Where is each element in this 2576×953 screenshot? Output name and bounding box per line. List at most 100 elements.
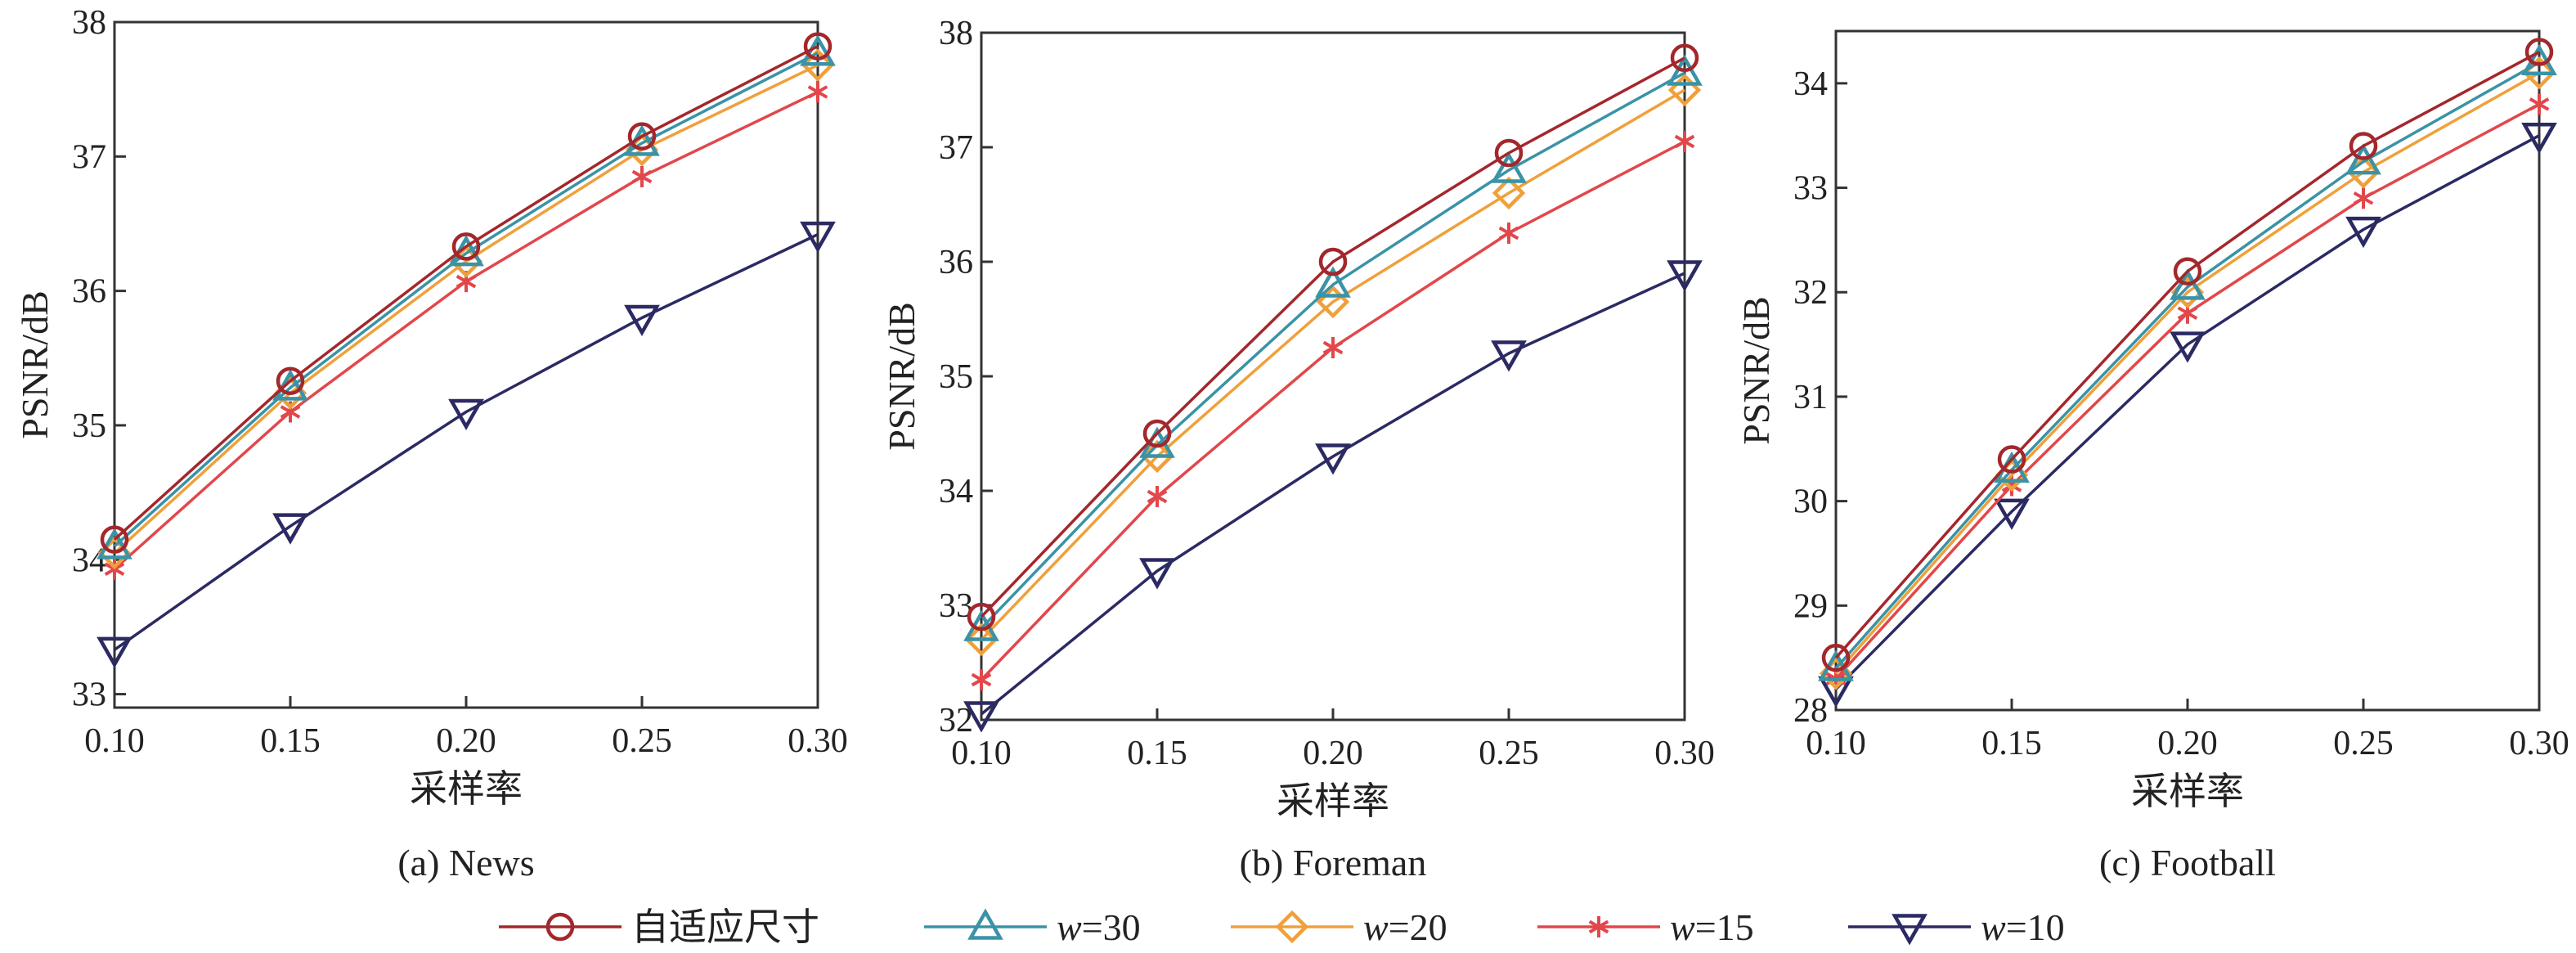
series-5-point [2170, 331, 2206, 363]
panel-caption: (a) News [397, 842, 534, 883]
series-5-point [963, 701, 999, 733]
x-tick-label: 0.15 [1127, 735, 1187, 772]
series-1-point-shape [1670, 43, 1699, 73]
series-5-point [96, 636, 132, 668]
chart-panels: 0.10 0.15 0.20 0.25 0.30 33 34 35 36 37 38 采样率 PSNR/… [14, 4, 2569, 883]
series-1-point-shape [1318, 247, 1348, 276]
x-tick-label: 0.10 [1806, 725, 1866, 762]
series-2-point [2345, 143, 2381, 175]
series-2-point [1667, 54, 1703, 86]
legend-item-2: w=30 [924, 906, 1141, 948]
series-4-point-stroke-2 [1147, 489, 1168, 504]
series-5-point [448, 398, 484, 431]
series-line-5 [113, 233, 819, 651]
series-2-point-shape [2345, 143, 2381, 175]
panel-caption: (c) Football [2099, 842, 2276, 883]
series-1-point-shape [1997, 445, 2026, 474]
y-tick-label: 33 [1793, 170, 1828, 208]
series-4-point-stroke-2 [1498, 226, 1519, 240]
plot-frame [980, 31, 1686, 721]
legend-label-text: =30 [1082, 906, 1141, 948]
series-3-point-shape [801, 48, 835, 82]
series-4-point-stroke-2 [971, 672, 992, 687]
series-line-2 [113, 52, 819, 548]
series-line-2 [1834, 61, 2540, 670]
series-1-point-shape [1142, 419, 1172, 448]
y-tick-label: 34 [72, 542, 106, 579]
series-1-point [1494, 138, 1524, 168]
chart-panel-1: 0.10 0.15 0.20 0.25 0.30 33 34 35 36 37 38 采样率 PSNR/… [14, 4, 848, 883]
series-1-point-shape [276, 366, 305, 395]
legend-marker [545, 912, 575, 942]
series-5-point-shape [1139, 558, 1175, 590]
legend-label-text: =20 [1389, 906, 1447, 948]
series-5-point [1667, 260, 1703, 292]
legend-label-text: =10 [2006, 906, 2065, 948]
y-tick-label: 38 [939, 15, 973, 52]
series-4-point-stroke-2 [456, 274, 477, 289]
series-3-point [1140, 439, 1174, 474]
x-tick-label: 0.10 [951, 735, 1012, 772]
series-1-point [1821, 643, 1851, 672]
series-5-point-shape [800, 221, 836, 254]
series-1-point-shape [451, 232, 481, 261]
x-tick-label: 0.25 [1479, 735, 1539, 772]
legend-marker-stroke-2 [1588, 919, 1609, 934]
legend-item-5: w=10 [1848, 906, 2065, 948]
y-tick-label: 35 [939, 358, 973, 396]
series-1-point-shape [627, 122, 657, 151]
series-4-point-stroke-2 [2353, 191, 2374, 205]
legend-item-4: w=15 [1537, 906, 1754, 948]
series-5-point-shape [1667, 260, 1703, 292]
series-1-point-shape [1821, 643, 1851, 672]
series-4-point [807, 81, 828, 103]
series-line-2 [980, 71, 1685, 630]
series-1-point [276, 366, 305, 395]
series-4-point [1674, 131, 1695, 152]
series-line-4 [980, 140, 1685, 681]
series-5-point [800, 221, 836, 254]
x-tick-label: 0.15 [260, 722, 321, 760]
series-4-point [1498, 223, 1519, 244]
series-3-point-shape [1492, 176, 1526, 210]
x-tick-label: 0.25 [2333, 725, 2394, 762]
series-4-point [971, 669, 992, 690]
series-1-point-shape [2349, 132, 2378, 160]
series-1-point [2524, 38, 2554, 66]
legend-item-1: 自适应尺寸 [499, 906, 819, 948]
series-1-point [2173, 257, 2202, 285]
series-4-point-stroke-2 [2177, 306, 2198, 321]
y-axis-label: PSNR/dB [14, 290, 56, 439]
legend-label: w=15 [1670, 906, 1754, 948]
series-1-point [1318, 247, 1348, 276]
series-1-point-shape [2524, 38, 2554, 66]
series-line-1 [113, 45, 819, 541]
series-5-point-shape [1315, 443, 1351, 475]
series-4-point-stroke-2 [1322, 340, 1344, 355]
legend-label: w=30 [1057, 906, 1141, 948]
legend-label-prefix: w [1057, 906, 1082, 948]
series-2-point [2170, 268, 2206, 300]
series-5-point [2345, 216, 2381, 249]
legend-label-prefix: w [1363, 906, 1389, 948]
series-4-point-stroke-2 [2529, 97, 2550, 111]
series-3-point-shape [964, 623, 999, 657]
legend-label-prefix: w [1981, 906, 2006, 948]
series-5-point [1994, 498, 2030, 530]
legend-marker-shape [545, 912, 575, 942]
series-line-1 [1834, 50, 2540, 659]
y-tick-label: 30 [1793, 483, 1828, 521]
series-5-point [272, 513, 308, 545]
series-1-point [451, 232, 481, 261]
series-1-point-shape [967, 602, 996, 632]
x-axis-label: 采样率 [1277, 780, 1389, 822]
x-tick-label: 0.10 [84, 722, 145, 760]
x-axis-label: 采样率 [410, 768, 523, 810]
series-1-point [627, 122, 657, 151]
chart-panel-2: 0.10 0.15 0.20 0.25 0.3032333435363738采样率PSN… [881, 15, 1715, 883]
series-5-point-shape [963, 701, 999, 733]
series-line-4 [113, 90, 819, 571]
series-5-point-shape [2521, 122, 2557, 155]
series-2-point [1315, 266, 1351, 298]
